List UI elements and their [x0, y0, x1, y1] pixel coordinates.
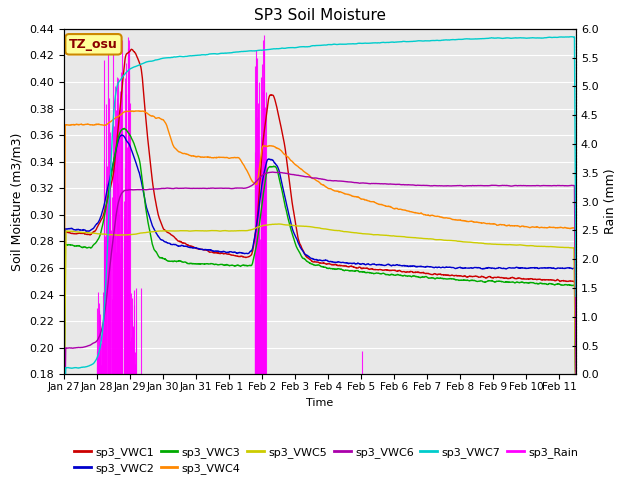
Legend: sp3_VWC1, sp3_VWC2, sp3_VWC3, sp3_VWC4, sp3_VWC5, sp3_VWC6, sp3_VWC7, sp3_Rain: sp3_VWC1, sp3_VWC2, sp3_VWC3, sp3_VWC4, …: [70, 442, 582, 479]
Title: SP3 Soil Moisture: SP3 Soil Moisture: [254, 9, 386, 24]
X-axis label: Time: Time: [307, 397, 333, 408]
Y-axis label: Rain (mm): Rain (mm): [604, 169, 617, 234]
Y-axis label: Soil Moisture (m3/m3): Soil Moisture (m3/m3): [11, 132, 24, 271]
Text: TZ_osu: TZ_osu: [69, 38, 118, 51]
